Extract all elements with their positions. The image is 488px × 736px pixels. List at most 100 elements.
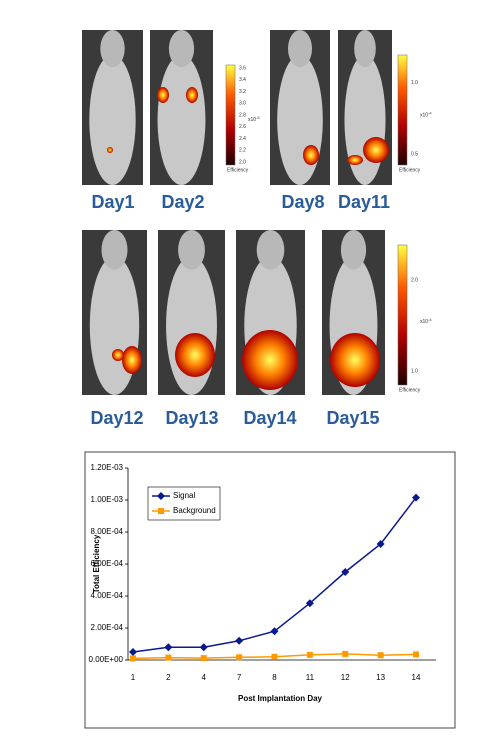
chart-frame: [84, 451, 456, 729]
marker: [377, 652, 384, 659]
day-label: Day12: [90, 408, 143, 428]
y-tick-label: 1.00E-03: [91, 495, 124, 504]
legend-marker: [158, 508, 164, 514]
mouse-images: [82, 29, 392, 396]
colorbar-label: Efficiency: [399, 167, 421, 173]
day-label: Day1: [91, 192, 134, 212]
signal-blob: [186, 87, 198, 103]
mouse-head: [178, 230, 205, 270]
colorbar-unit-base: x10: [420, 319, 428, 325]
colorbar: [397, 244, 408, 386]
colorbar-tick-label: 2.2: [239, 148, 246, 154]
marker: [271, 653, 278, 660]
day-label: Day15: [326, 408, 379, 428]
x-tick-label: 14: [412, 673, 421, 682]
colorbar-unit-exp: -5: [256, 115, 260, 120]
colorbar-unit-exp: -4: [428, 317, 432, 322]
colorbar-unit-exp: -4: [428, 111, 432, 116]
marker: [270, 627, 279, 636]
colorbar-tick-label: 3.6: [239, 65, 246, 71]
day-label: Day14: [243, 408, 296, 428]
colorbar-tick-label: 2.0: [411, 277, 418, 283]
colorbar-unit: x10-4: [420, 317, 432, 325]
colorbar-unit: x10-4: [420, 111, 432, 119]
signal-blob: [157, 87, 169, 103]
y-tick-label: 6.00E-04: [91, 559, 124, 568]
colorbar-tick-label: 3.4: [239, 77, 246, 83]
mouse-body: [277, 54, 323, 185]
marker: [199, 643, 208, 652]
marker: [306, 651, 313, 658]
x-tick-label: 13: [376, 673, 385, 682]
mouse-head: [288, 29, 312, 68]
day-label: Day2: [161, 192, 204, 212]
signal-blob: [112, 349, 124, 361]
colorbar-unit-base: x10: [248, 117, 256, 123]
marker: [305, 599, 314, 608]
mouse-body: [89, 54, 136, 185]
colorbar-tick-label: 0.5: [411, 151, 418, 157]
day-label: Day13: [165, 408, 218, 428]
y-tick-label: 0.00E+00: [89, 655, 124, 664]
mouse-body: [157, 54, 206, 185]
y-tick-label: 1.20E-03: [91, 463, 124, 472]
x-axis-title: Post Implantation Day: [238, 694, 323, 703]
day-label: Day8: [281, 192, 324, 212]
legend-label: Signal: [173, 491, 195, 500]
signal-blob: [347, 155, 363, 165]
marker: [236, 654, 243, 661]
x-tick-label: 2: [166, 673, 171, 682]
colorbar-tick-label: 1.0: [411, 80, 418, 86]
colorbar-tick-label: 2.6: [239, 124, 246, 130]
signal-blob: [107, 147, 113, 153]
x-tick-label: 1: [131, 673, 136, 682]
colorbar-unit: x10-5: [248, 115, 260, 123]
colorbar-tick-label: 2.0: [239, 159, 246, 165]
marker: [412, 493, 420, 502]
colorbar-label: Efficiency: [227, 167, 249, 173]
colorbar: [397, 54, 408, 166]
colorbar-label: Efficiency: [399, 387, 421, 393]
marker: [341, 568, 350, 576]
colorbar-tick-label: 1.0: [411, 368, 418, 374]
marker: [165, 654, 172, 661]
legend-box: [147, 486, 221, 521]
x-tick-label: 7: [237, 673, 242, 682]
x-tick-label: 12: [341, 673, 350, 682]
marker: [413, 651, 419, 658]
marker: [129, 648, 137, 656]
marker: [164, 643, 173, 652]
mouse-head: [168, 29, 195, 68]
marker: [376, 540, 385, 548]
signal-blob: [330, 333, 380, 387]
signal-blob: [303, 145, 319, 165]
mouse-body: [344, 54, 386, 185]
colorbar: [225, 64, 236, 166]
mouse-head: [354, 29, 376, 68]
x-tick-label: 8: [272, 673, 277, 682]
colorbar-unit-base: x10: [420, 113, 428, 119]
y-tick-label: 2.00E-04: [91, 623, 124, 632]
day-label: Day11: [338, 192, 390, 212]
mouse-head: [340, 230, 367, 270]
colorbar-tick-label: 2.4: [239, 136, 246, 142]
x-tick-label: 11: [306, 673, 315, 682]
signal-blob: [363, 137, 389, 163]
mouse-body: [89, 256, 140, 396]
marker: [342, 650, 349, 657]
colorbar-tick-label: 2.8: [239, 112, 246, 118]
legend-marker: [157, 492, 165, 500]
y-tick-label: 8.00E-04: [91, 527, 124, 536]
colorbar-tick-label: 3.0: [239, 101, 246, 107]
signal-blob: [175, 333, 215, 377]
marker: [200, 655, 207, 662]
marker: [130, 655, 136, 662]
mouse-head: [256, 230, 285, 270]
legend-label: Background: [173, 506, 216, 515]
signal-blob: [122, 346, 142, 374]
y-tick-label: 4.00E-04: [91, 591, 124, 600]
marker: [235, 636, 244, 645]
x-tick-label: 4: [202, 673, 207, 682]
colorbar-tick-label: 3.2: [239, 89, 246, 95]
